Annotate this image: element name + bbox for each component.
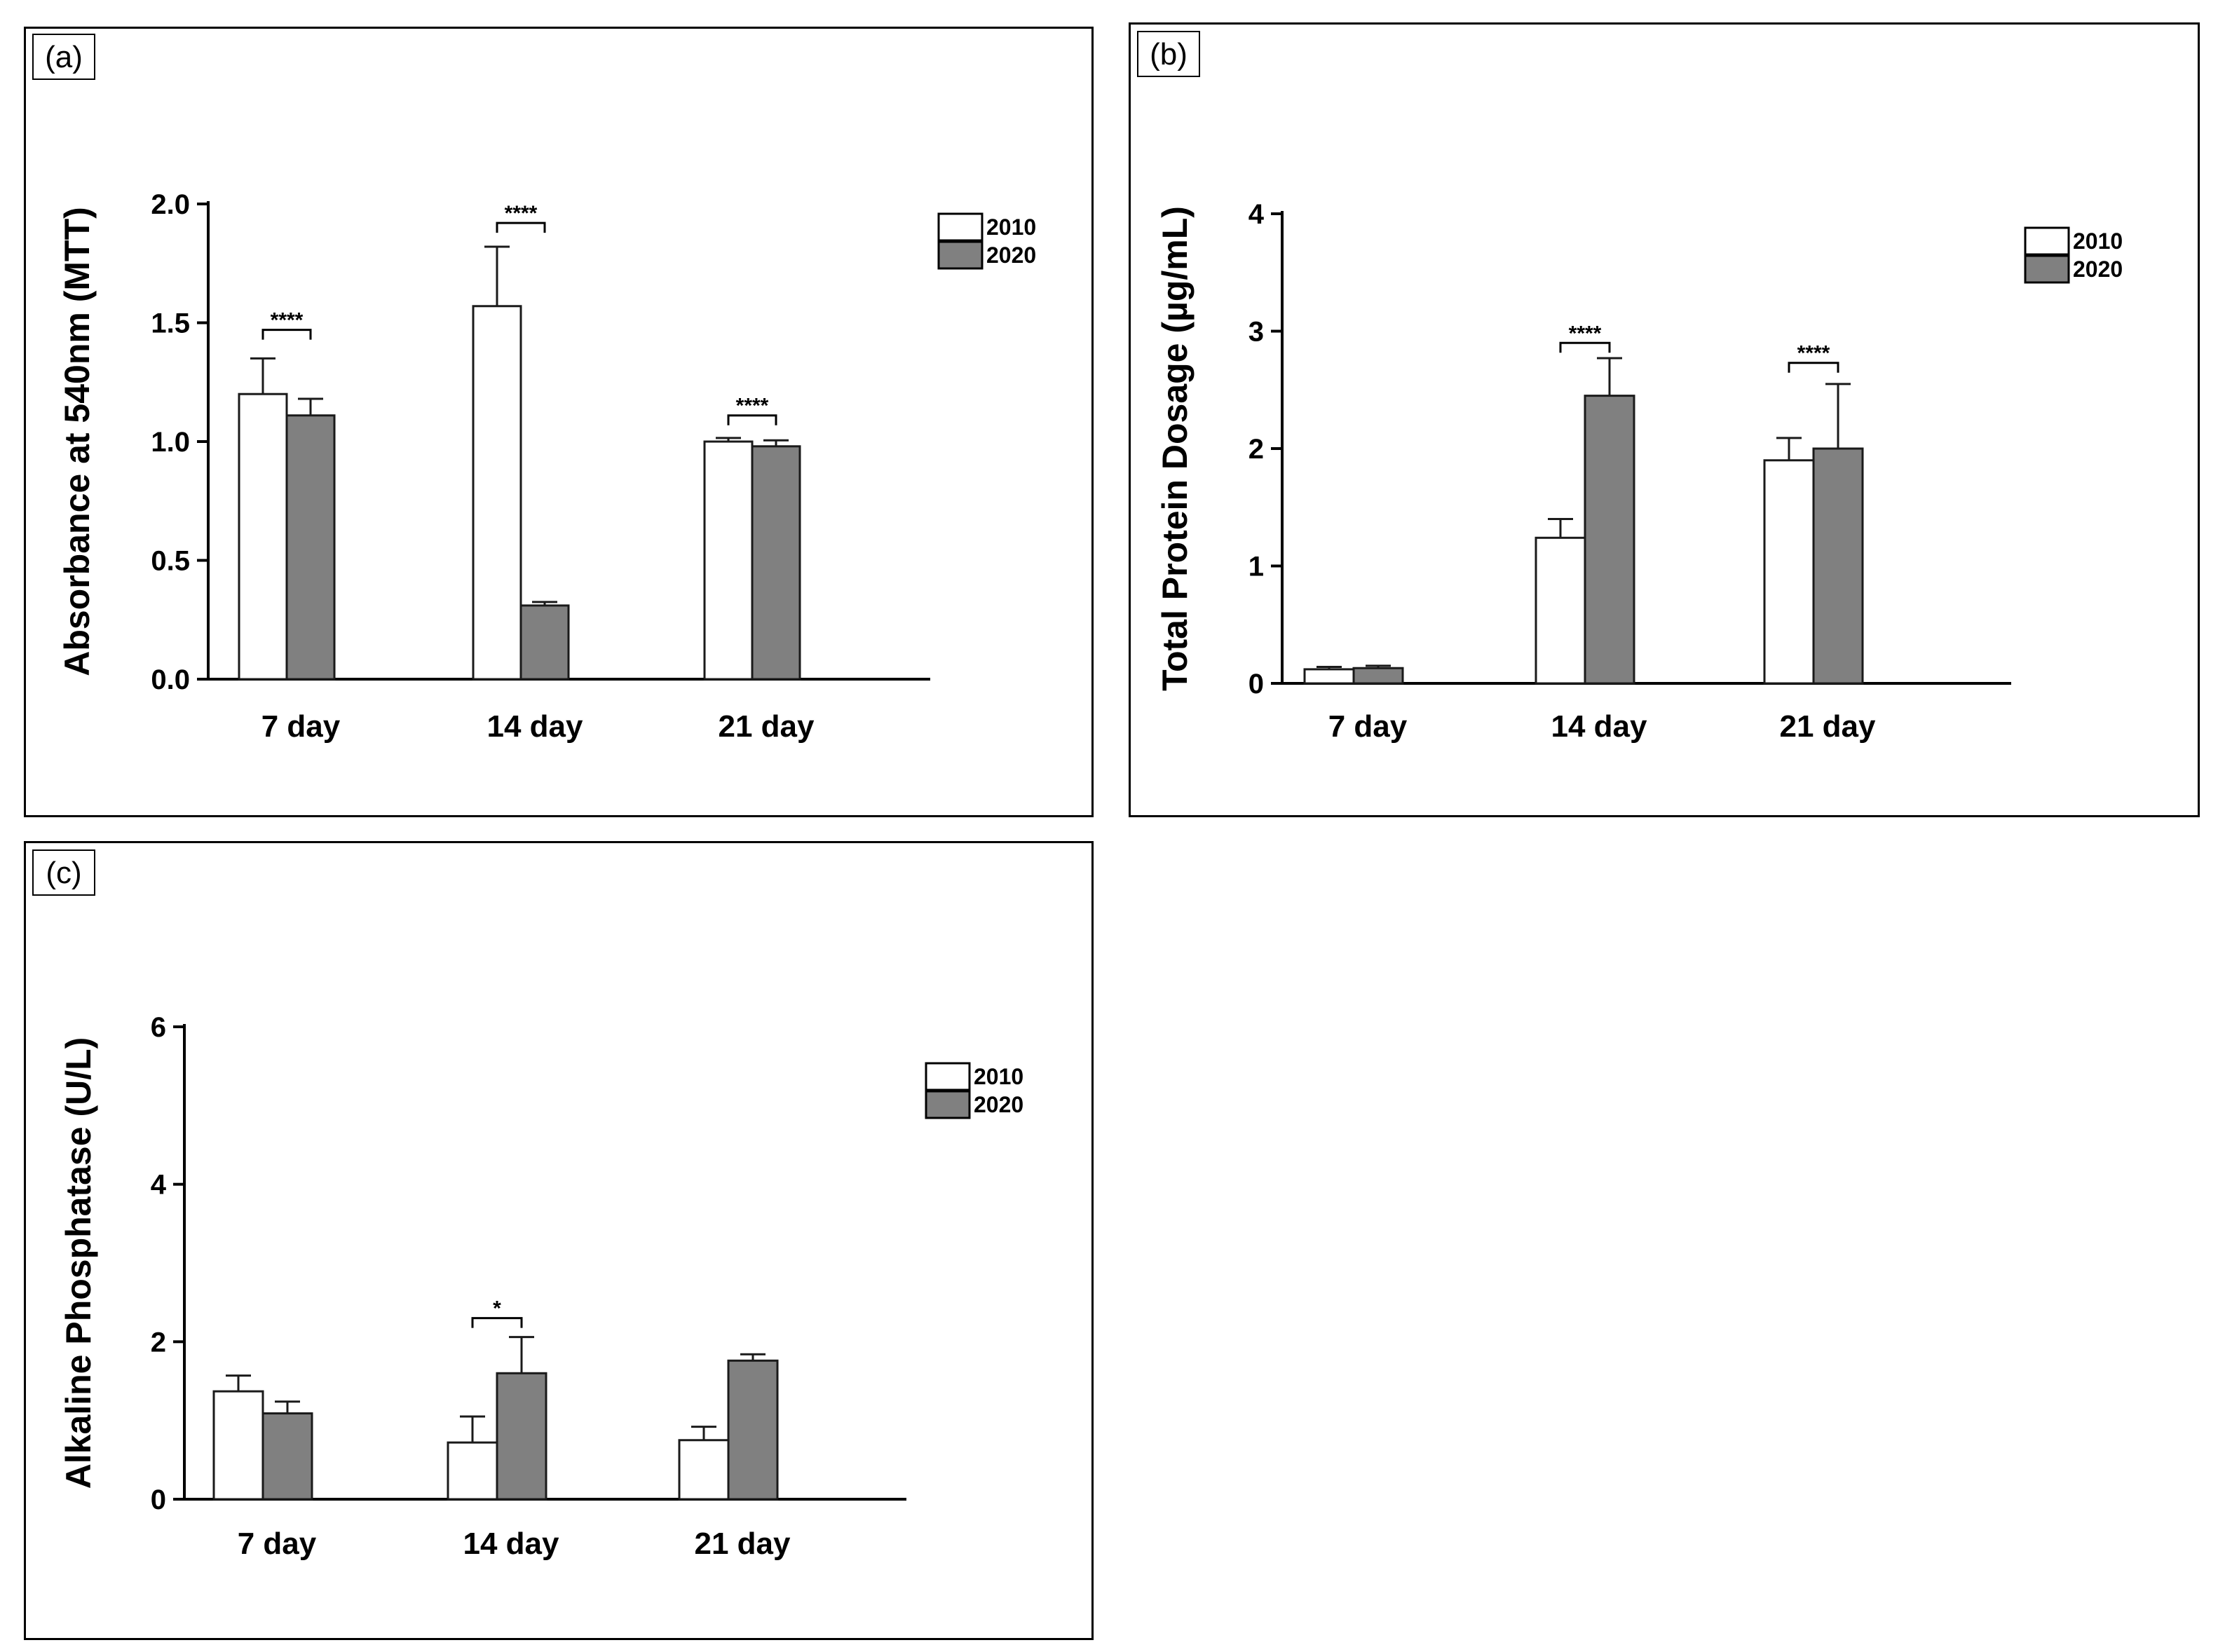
x-category-label: 14 day bbox=[463, 1527, 560, 1561]
bar-2010-0 bbox=[1303, 668, 1355, 685]
y-tick-label: 1 bbox=[1249, 552, 1264, 582]
legend-label-2020: 2020 bbox=[2073, 257, 2123, 282]
y-tick-label: 0.0 bbox=[151, 664, 190, 695]
bar-2020-2 bbox=[1812, 447, 1864, 685]
y-tick-label: 2.0 bbox=[151, 189, 190, 220]
bar-2020-0 bbox=[261, 1412, 313, 1501]
x-category-label: 14 day bbox=[1551, 709, 1648, 744]
significance-label: **** bbox=[1569, 322, 1602, 345]
bar-2020-2 bbox=[727, 1359, 779, 1501]
bar-2020-1 bbox=[519, 604, 570, 681]
legend-swatch-2020 bbox=[2024, 254, 2070, 284]
panel-label: (c) bbox=[46, 856, 81, 890]
x-category-label: 21 day bbox=[719, 709, 815, 744]
bar-2020-0 bbox=[1352, 667, 1404, 685]
significance-label: **** bbox=[736, 395, 769, 418]
x-category-label: 7 day bbox=[238, 1527, 317, 1561]
chart-panel-c: (c) 0 2 4 6 Alkaline Phosphatase (U/L) 7 day 14… bbox=[24, 841, 1094, 1640]
bar-2020-1 bbox=[1584, 395, 1635, 685]
significance-label: **** bbox=[271, 309, 304, 332]
y-tick-label: 0 bbox=[151, 1484, 166, 1515]
legend-label-2010: 2010 bbox=[974, 1064, 1023, 1089]
bar-2020-2 bbox=[751, 445, 801, 681]
y-tick-label: 4 bbox=[151, 1170, 167, 1201]
y-tick-label: 1.0 bbox=[151, 427, 190, 458]
y-tick-label: 3 bbox=[1249, 317, 1264, 348]
chart-b-svg: (b) 0 1 2 3 4 Total Protein Dosage (µg/mL) 7 da… bbox=[1137, 31, 2123, 744]
legend-swatch-2020 bbox=[937, 240, 984, 270]
significance-bracket bbox=[471, 1317, 523, 1328]
chart-panel-a: (a) 0.0 0.5 1.0 1.5 2.0 Absorbance at 540nm (M… bbox=[24, 27, 1094, 817]
y-tick-label: 4 bbox=[1249, 199, 1265, 230]
panel-label: (b) bbox=[1150, 37, 1188, 71]
x-category-label: 14 day bbox=[487, 709, 584, 744]
panel-label: (a) bbox=[45, 40, 83, 74]
y-tick-label: 2 bbox=[1249, 434, 1264, 465]
y-tick-label: 0 bbox=[1249, 669, 1264, 699]
significance-label: **** bbox=[1797, 342, 1830, 365]
bar-2020-1 bbox=[496, 1372, 547, 1501]
legend-swatch-2010 bbox=[937, 212, 984, 242]
x-category-label: 21 day bbox=[1780, 709, 1877, 744]
bar-2010-1 bbox=[447, 1441, 498, 1501]
significance-bracket bbox=[1788, 362, 1839, 373]
bar-2010-1 bbox=[1535, 536, 1586, 685]
significance-bracket bbox=[496, 221, 546, 233]
chart-panel-b: (b) 0 1 2 3 4 Total Protein Dosage (µg/mL) 7 da… bbox=[1129, 22, 2200, 817]
y-axis-title: Absorbance at 540nm (MTT) bbox=[57, 207, 97, 676]
bar-2010-2 bbox=[678, 1439, 730, 1501]
panel-label-box bbox=[1137, 31, 1200, 77]
panel-label-box bbox=[32, 849, 95, 896]
legend-label-2020: 2020 bbox=[986, 243, 1036, 268]
legend-swatch-2010 bbox=[925, 1062, 971, 1091]
panel-label-box bbox=[32, 34, 95, 80]
bar-2010-2 bbox=[703, 440, 754, 681]
bar-2010-0 bbox=[238, 392, 288, 681]
legend-swatch-2020 bbox=[925, 1090, 971, 1119]
y-tick-label: 6 bbox=[151, 1012, 166, 1043]
x-category-label: 21 day bbox=[695, 1527, 791, 1561]
bar-2010-1 bbox=[472, 305, 522, 681]
legend-label-2020: 2020 bbox=[974, 1092, 1023, 1117]
y-tick-label: 2 bbox=[151, 1327, 166, 1358]
x-category-label: 7 day bbox=[1328, 709, 1408, 744]
significance-bracket bbox=[261, 329, 312, 340]
y-axis-title: Alkaline Phosphatase (U/L) bbox=[59, 1037, 98, 1489]
bar-2010-0 bbox=[212, 1390, 264, 1501]
legend-swatch-2010 bbox=[2024, 226, 2070, 256]
legend-label-2010: 2010 bbox=[2073, 228, 2123, 254]
significance-label: * bbox=[493, 1297, 501, 1320]
y-tick-label: 0.5 bbox=[151, 546, 190, 577]
chart-a-svg: (a) 0.0 0.5 1.0 1.5 2.0 Absorbance at 540nm (M… bbox=[32, 34, 1036, 744]
significance-label: **** bbox=[505, 202, 538, 225]
y-axis-title: Total Protein Dosage (µg/mL) bbox=[1155, 206, 1195, 691]
significance-bracket bbox=[727, 414, 777, 425]
bar-2020-0 bbox=[285, 414, 336, 681]
bar-2010-2 bbox=[1763, 459, 1815, 685]
x-category-label: 7 day bbox=[261, 709, 341, 744]
chart-c-svg: (c) 0 2 4 6 Alkaline Phosphatase (U/L) 7 day 14… bbox=[32, 849, 1023, 1561]
y-tick-label: 1.5 bbox=[151, 308, 190, 339]
significance-bracket bbox=[1559, 341, 1611, 353]
legend-label-2010: 2010 bbox=[986, 214, 1036, 240]
